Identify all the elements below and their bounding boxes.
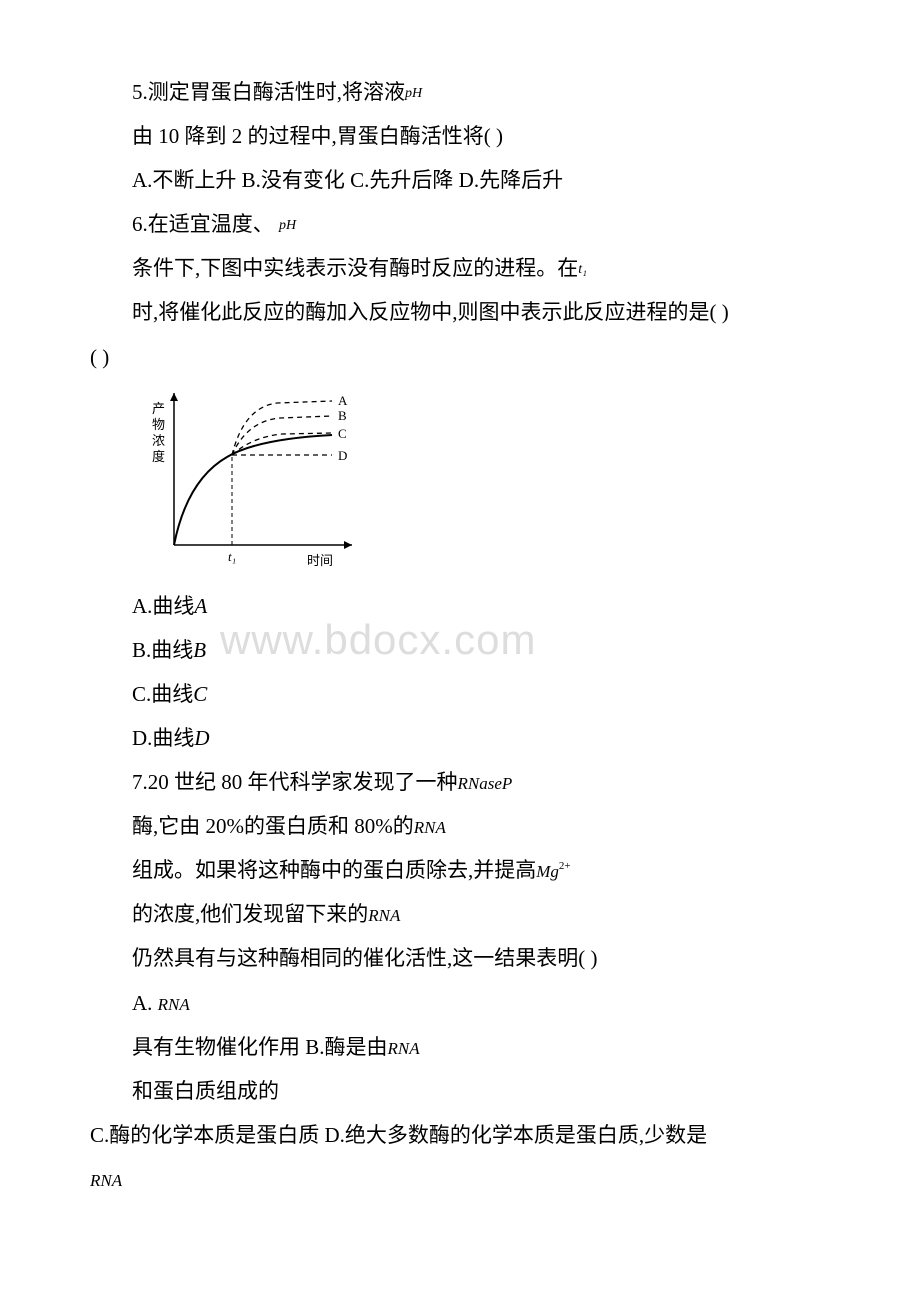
q7-line2: 酶,它由 20%的蛋白质和 80%的RNA bbox=[90, 804, 830, 848]
q7-optA2-pre: 具有生物催化作用 bbox=[132, 1035, 305, 1059]
q6-line1-text: 6.在适宜温度、 bbox=[132, 212, 279, 236]
svg-text:浓: 浓 bbox=[152, 433, 165, 448]
q6-optC-pre: C.曲线 bbox=[132, 682, 193, 706]
svg-text:物: 物 bbox=[152, 417, 165, 432]
q7-line4: 的浓度,他们发现留下来的RNA bbox=[90, 892, 830, 936]
q6-line3b: ( ) bbox=[90, 335, 830, 379]
q6-optC-suf: C bbox=[193, 682, 207, 706]
q7-optCD: C.酶的化学本质是蛋白质 D.绝大多数酶的化学本质是蛋白质,少数是 bbox=[90, 1113, 830, 1157]
q7-mg: Mg bbox=[536, 862, 559, 881]
q5-line1: 5.测定胃蛋白酶活性时,将溶液pH bbox=[90, 70, 830, 114]
q6-optA: A.曲线A bbox=[90, 584, 830, 628]
svg-text:时间: 时间 bbox=[307, 553, 333, 568]
q6-line2-text: 条件下,下图中实线表示没有酶时反应的进程。在 bbox=[132, 256, 578, 280]
q6-optB: B.曲线B bbox=[90, 628, 830, 672]
q5-options: A.不断上升 B.没有变化 C.先升后降 D.先降后升 bbox=[90, 158, 830, 202]
q7-optA: A. RNA bbox=[90, 981, 830, 1025]
q6-line3: 时,将催化此反应的酶加入反应物中,则图中表示此反应进程的是( ) bbox=[90, 290, 830, 334]
q7-line1-text: 7.20 世纪 80 年代科学家发现了一种 bbox=[132, 770, 458, 794]
q7-rna2: RNA bbox=[368, 906, 400, 925]
q6-optB-suf: B bbox=[193, 638, 206, 662]
q6-chart-container: 产物浓度时间 t₁ ABCD bbox=[90, 385, 830, 580]
q6-chart: 产物浓度时间 t₁ ABCD bbox=[132, 385, 367, 580]
q7-optA2: 具有生物催化作用 B.酶是由RNA bbox=[90, 1025, 830, 1069]
q7-optD-pre: D.绝大多数酶的化学本质是蛋白质,少数是 bbox=[325, 1123, 708, 1147]
svg-text:A: A bbox=[338, 393, 348, 408]
q7-optC: C.酶的化学本质是蛋白质 bbox=[90, 1123, 325, 1147]
q6-optA-pre: A.曲线 bbox=[132, 594, 194, 618]
q6-line2: 条件下,下图中实线表示没有酶时反应的进程。在t₁ bbox=[90, 246, 830, 290]
q7-rnasep: RNaseP bbox=[458, 774, 513, 793]
q7-rna1: RNA bbox=[414, 818, 446, 837]
q6-optA-suf: A bbox=[194, 594, 207, 618]
q6-optD-pre: D.曲线 bbox=[132, 726, 194, 750]
svg-text:B: B bbox=[338, 408, 347, 423]
q7-line2-text: 酶,它由 20%的蛋白质和 80%的 bbox=[132, 814, 414, 838]
q6-t1: t₁ bbox=[578, 262, 587, 277]
q7-optA-suf: RNA bbox=[158, 995, 190, 1014]
q7-optA-pre: A. bbox=[132, 991, 158, 1015]
q5-ph: pH bbox=[405, 86, 422, 101]
q6-optD: D.曲线D bbox=[90, 716, 830, 760]
q7-optD-suf: RNA bbox=[90, 1171, 122, 1190]
document-body: 5.测定胃蛋白酶活性时,将溶液pH 由 10 降到 2 的过程中,胃蛋白酶活性将… bbox=[90, 70, 830, 1201]
svg-text:产: 产 bbox=[152, 401, 165, 416]
q6-optC: C.曲线C bbox=[90, 672, 830, 716]
q6-line1: 6.在适宜温度、 pH bbox=[90, 202, 830, 246]
svg-text:C: C bbox=[338, 426, 347, 441]
q6-ph: pH bbox=[279, 218, 296, 233]
q7-optB2: 和蛋白质组成的 bbox=[90, 1069, 830, 1113]
svg-text:t₁: t₁ bbox=[228, 549, 236, 564]
q7-line1: 7.20 世纪 80 年代科学家发现了一种RNaseP bbox=[90, 760, 830, 804]
q7-mg-sup: 2+ bbox=[559, 860, 571, 872]
q7-optD-suf-line: RNA bbox=[90, 1157, 830, 1201]
q7-line3: 组成。如果将这种酶中的蛋白质除去,并提高Mg2+ bbox=[90, 848, 830, 892]
q7-line5: 仍然具有与这种酶相同的催化活性,这一结果表明( ) bbox=[90, 936, 830, 980]
chart-svg: 产物浓度时间 t₁ ABCD bbox=[132, 385, 367, 580]
q6-optD-suf: D bbox=[194, 726, 209, 750]
q7-line3-text: 组成。如果将这种酶中的蛋白质除去,并提高 bbox=[132, 858, 536, 882]
svg-text:D: D bbox=[338, 448, 347, 463]
q7-optB-suf: RNA bbox=[388, 1039, 420, 1058]
svg-text:度: 度 bbox=[152, 449, 165, 464]
q5-line2: 由 10 降到 2 的过程中,胃蛋白酶活性将( ) bbox=[90, 114, 830, 158]
q6-optB-pre: B.曲线 bbox=[132, 638, 193, 662]
q7-optB-pre: B.酶是由 bbox=[305, 1035, 387, 1059]
q5-line1-text: 5.测定胃蛋白酶活性时,将溶液 bbox=[132, 80, 405, 104]
q7-line4-text: 的浓度,他们发现留下来的 bbox=[132, 902, 368, 926]
